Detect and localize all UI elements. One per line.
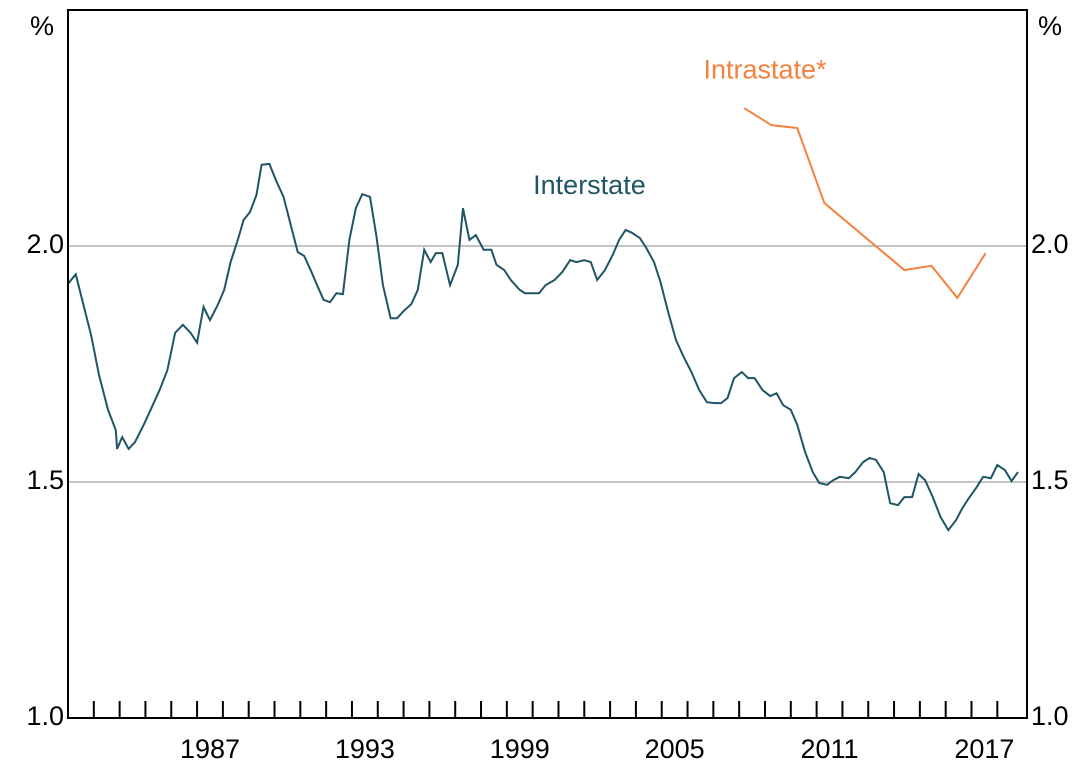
- x-tick-label: 1987: [180, 734, 240, 764]
- y-unit-left: %: [30, 11, 54, 41]
- series-label: Interstate: [533, 170, 646, 200]
- x-tick-label: 1999: [490, 734, 550, 764]
- x-tick-label: 2017: [954, 734, 1014, 764]
- x-tick-label: 1993: [335, 734, 395, 764]
- y-tick-label-left: 1.5: [26, 465, 64, 495]
- y-tick-label-left: 2.0: [26, 229, 64, 259]
- series-line: [67, 162, 1019, 532]
- y-unit-right: %: [1038, 11, 1062, 41]
- y-tick-label-right: 1.0: [1031, 701, 1069, 731]
- x-tick-label: 2005: [645, 734, 705, 764]
- y-tick-label-right: 2.0: [1031, 229, 1069, 259]
- plot-frame: [67, 9, 1028, 719]
- y-tick-label-left: 1.0: [26, 701, 64, 731]
- x-tick-label: 2011: [800, 734, 858, 764]
- series-label: Intrastate*: [703, 54, 827, 84]
- y-tick-label-right: 1.5: [1031, 465, 1069, 495]
- series-line: [743, 107, 987, 300]
